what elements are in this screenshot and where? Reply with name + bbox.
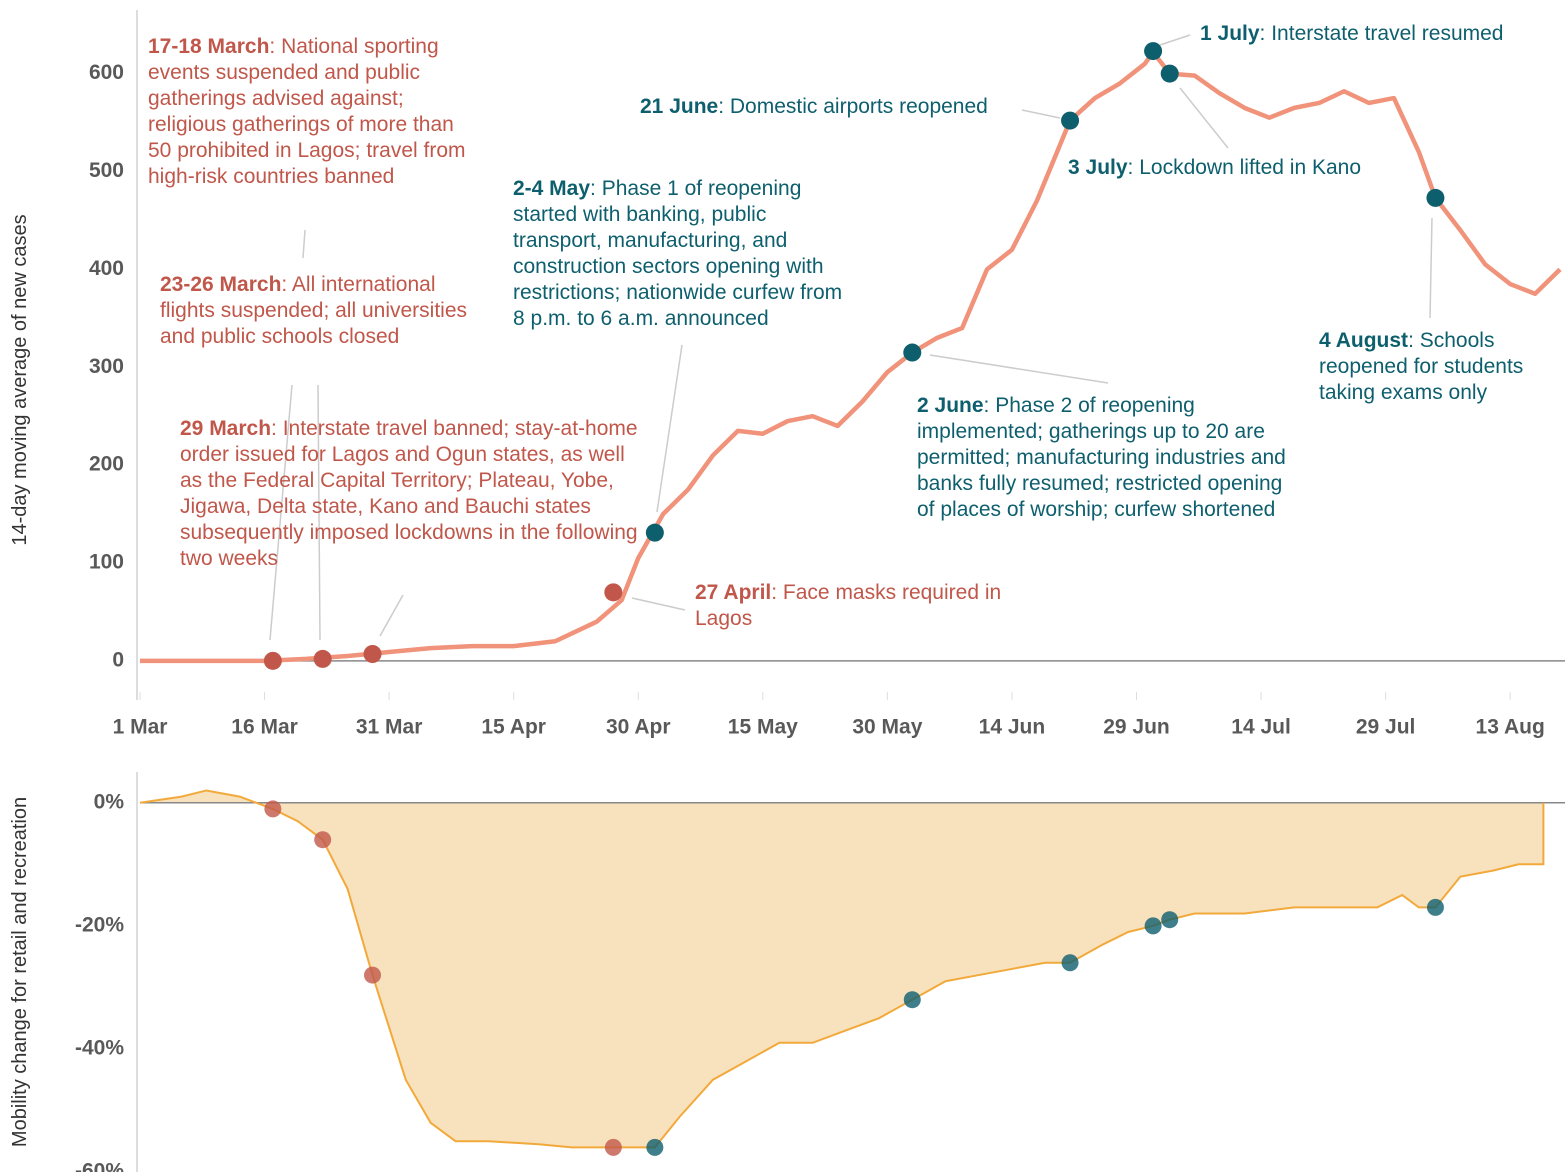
connector — [1429, 217, 1433, 319]
y-tick-label: 300 — [89, 355, 124, 378]
annotation: 4 August: Schools reopened for students … — [1319, 328, 1554, 406]
event-marker — [604, 1138, 622, 1156]
event-marker — [314, 831, 332, 849]
area-fill — [140, 790, 1544, 1148]
y-tick-label: -20% — [75, 913, 124, 936]
annotation-text: : Lockdown lifted in Kano — [1127, 156, 1362, 179]
x-tick-label: 1 Mar — [113, 716, 168, 739]
annotation: 27 April: Face masks required in Lagos — [695, 580, 1015, 632]
event-marker — [1426, 898, 1444, 916]
y-tick-label: 0% — [94, 790, 125, 813]
annotation: 23-26 March: All international flights s… — [160, 272, 480, 350]
annotation-text: : National sporting events suspended and… — [148, 35, 466, 188]
event-marker — [1144, 917, 1162, 935]
annotation-date: 21 June — [640, 95, 719, 118]
area-line — [139, 789, 1545, 1149]
connector — [656, 344, 683, 513]
annotation-text: : Face masks required in Lagos — [695, 581, 1002, 630]
annotation-date: 27 April — [695, 581, 772, 604]
y-tick-label: 600 — [89, 61, 124, 84]
event-marker — [264, 800, 282, 818]
connector — [1179, 87, 1229, 149]
annotation-date: 1 July — [1200, 22, 1260, 45]
y-axis-label: Mobility change for retail and recreatio… — [9, 797, 31, 1147]
annotation-text: : Interstate travel banned; stay-at-home… — [180, 417, 638, 570]
annotation: 21 June: Domestic airports reopened — [640, 94, 988, 120]
y-tick-label: 400 — [89, 257, 124, 280]
connector — [631, 597, 686, 611]
annotation-date: 2-4 May — [513, 177, 591, 200]
annotation-text: : Domestic airports reopened — [718, 95, 988, 118]
event-marker — [1161, 911, 1179, 929]
x-tick-label: 15 Apr — [481, 716, 546, 739]
annotation-date: 17-18 March — [148, 35, 270, 58]
connector — [317, 384, 321, 641]
event-marker — [1144, 42, 1163, 61]
annotation: 2 June: Phase 2 of reopening implemented… — [917, 393, 1302, 523]
y-axis-label: 14-day moving average of new cases — [9, 214, 31, 545]
connector — [1159, 34, 1191, 46]
event-marker — [1061, 111, 1080, 130]
annotation: 17-18 March: National sporting events su… — [148, 34, 468, 190]
y-tick-label: 500 — [89, 159, 124, 182]
x-tick-label: 30 Apr — [606, 716, 671, 739]
event-marker — [1426, 188, 1445, 207]
y-tick-label: -60% — [75, 1160, 124, 1172]
annotation-date: 2 June — [917, 394, 984, 417]
annotation: 29 March: Interstate travel banned; stay… — [180, 416, 640, 572]
x-tick-label: 16 Mar — [231, 716, 298, 739]
x-tick-label: 31 Mar — [356, 716, 423, 739]
y-tick-label: -40% — [75, 1036, 124, 1059]
x-tick-label: 14 Jul — [1231, 716, 1291, 739]
connector — [269, 384, 293, 641]
event-marker — [263, 651, 282, 670]
annotation-text: : Phase 2 of reopening implemented; gath… — [917, 394, 1286, 521]
annotation-text: : All international flights suspended; a… — [160, 273, 468, 348]
connector — [929, 354, 1109, 384]
annotation-text: : Interstate travel resumed — [1259, 22, 1504, 45]
line-series — [140, 49, 1562, 664]
event-marker — [903, 991, 921, 1009]
connector — [302, 229, 306, 259]
event-marker — [313, 649, 332, 668]
x-tick-label: 29 Jul — [1356, 716, 1416, 739]
annotation-text: : Schools reopened for students taking e… — [1319, 329, 1524, 404]
event-marker — [646, 1138, 664, 1156]
x-tick-label: 13 Aug — [1476, 716, 1545, 739]
event-marker — [645, 523, 664, 542]
annotation: 1 July: Interstate travel resumed — [1200, 21, 1504, 47]
y-tick-label: 200 — [89, 453, 124, 476]
annotation: 2-4 May: Phase 1 of reopening started wi… — [513, 176, 858, 332]
connector — [379, 594, 404, 637]
annotation-date: 4 August — [1319, 329, 1409, 352]
annotation-text: : Phase 1 of reopening started with bank… — [513, 177, 843, 330]
event-marker — [1061, 954, 1079, 972]
event-marker — [363, 645, 382, 663]
event-marker — [364, 966, 382, 984]
annotation-date: 29 March — [180, 417, 272, 440]
event-marker — [1160, 64, 1179, 83]
x-tick-label: 30 May — [852, 716, 922, 739]
event-marker — [604, 583, 623, 602]
x-tick-label: 29 Jun — [1103, 716, 1170, 739]
annotation-date: 3 July — [1068, 156, 1128, 179]
x-tick-label: 14 Jun — [979, 716, 1046, 739]
y-tick-label: 0 — [112, 648, 124, 671]
y-tick-label: 100 — [89, 551, 124, 574]
annotation-date: 23-26 March — [160, 273, 282, 296]
x-tick-label: 15 May — [728, 716, 798, 739]
event-marker — [903, 343, 922, 362]
connector — [1021, 109, 1061, 119]
annotation: 3 July: Lockdown lifted in Kano — [1068, 155, 1361, 181]
